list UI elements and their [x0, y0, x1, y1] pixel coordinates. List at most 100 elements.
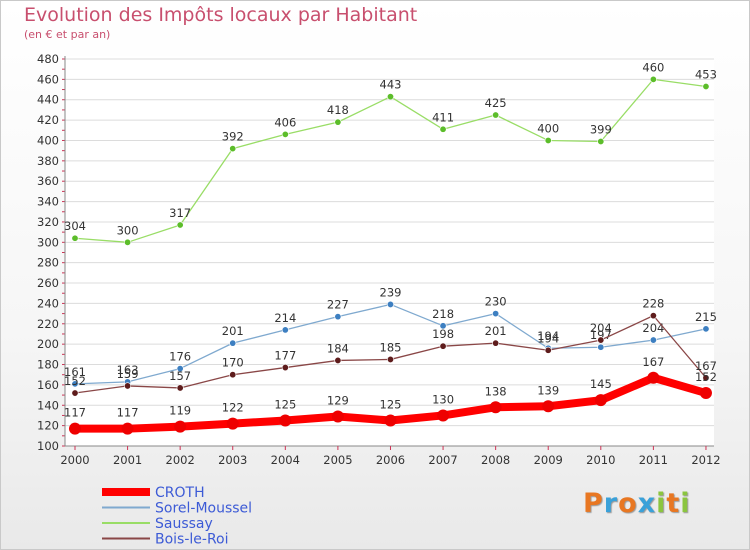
data-label-saussay: 304	[64, 219, 86, 233]
data-point-bois-le-roi	[334, 356, 342, 364]
data-label-saussay: 418	[327, 103, 349, 117]
data-point-sorel-moussel	[334, 313, 342, 321]
y-tick-label: 160	[37, 378, 59, 392]
data-point-saussay	[544, 136, 552, 144]
data-point-saussay	[229, 145, 237, 153]
data-point-bois-le-roi	[597, 336, 605, 344]
data-label-croth: 122	[222, 401, 244, 415]
logo-letter: i	[680, 488, 691, 519]
data-point-bois-le-roi	[229, 371, 237, 379]
data-point-saussay	[386, 93, 394, 101]
data-point-sorel-moussel	[597, 343, 605, 351]
x-tick-label: 2011	[639, 453, 668, 467]
y-tick-label: 260	[37, 276, 59, 290]
data-label-croth: 167	[642, 355, 664, 369]
y-tick-label: 120	[37, 419, 59, 433]
x-tick-label: 2000	[60, 453, 89, 467]
data-label-saussay: 400	[537, 121, 559, 135]
data-point-sorel-moussel	[176, 365, 184, 373]
data-point-croth	[331, 410, 344, 423]
data-label-bois-le-roi: 185	[380, 340, 402, 354]
data-point-croth	[279, 414, 292, 427]
data-label-croth: 125	[380, 398, 402, 412]
data-label-saussay: 300	[117, 223, 139, 237]
data-label-sorel-moussel: 163	[117, 363, 139, 377]
data-point-croth	[384, 414, 397, 427]
data-point-saussay	[702, 82, 710, 90]
data-label-bois-le-roi: 184	[327, 341, 349, 355]
y-tick-label: 380	[37, 154, 59, 168]
data-label-bois-le-roi: 159	[117, 367, 139, 381]
data-point-bois-le-roi	[386, 355, 394, 363]
x-tick-label: 2002	[166, 453, 195, 467]
data-point-croth	[121, 422, 134, 435]
y-tick-label: 400	[37, 133, 59, 147]
x-tick-label: 2009	[534, 453, 563, 467]
x-tick-label: 2007	[428, 453, 457, 467]
y-tick-label: 440	[37, 93, 59, 107]
data-label-saussay: 460	[642, 60, 664, 74]
y-tick-label: 240	[37, 296, 59, 310]
data-label-sorel-moussel: 230	[485, 295, 507, 309]
data-label-sorel-moussel: 227	[327, 298, 349, 312]
data-point-croth	[699, 387, 712, 400]
data-label-bois-le-roi: 170	[222, 356, 244, 370]
data-label-saussay: 453	[695, 67, 717, 81]
data-label-croth: 139	[537, 383, 559, 397]
data-point-saussay	[71, 234, 79, 242]
y-tick-label: 100	[37, 439, 59, 453]
data-label-saussay: 317	[169, 206, 191, 220]
data-label-croth: 125	[274, 398, 296, 412]
data-label-sorel-moussel: 176	[169, 350, 191, 364]
data-point-sorel-moussel	[386, 300, 394, 308]
y-tick-label: 320	[37, 215, 59, 229]
data-point-bois-le-roi	[649, 312, 657, 320]
data-label-croth: 129	[327, 393, 349, 407]
data-point-bois-le-roi	[702, 374, 710, 382]
data-label-croth: 119	[169, 404, 191, 418]
data-point-bois-le-roi	[544, 346, 552, 354]
data-point-sorel-moussel	[649, 336, 657, 344]
plot-area	[65, 56, 714, 446]
data-label-sorel-moussel: 214	[274, 311, 296, 325]
legend-label-sorel-moussel: Sorel-Moussel	[155, 501, 252, 517]
data-label-bois-le-roi: 228	[642, 297, 664, 311]
data-point-sorel-moussel	[229, 339, 237, 347]
y-tick-label: 420	[37, 113, 59, 127]
data-point-croth	[69, 422, 81, 435]
proxiti-logo: Proxiti	[583, 488, 691, 519]
legend-label-saussay: Saussay	[155, 516, 213, 532]
data-label-saussay: 406	[274, 115, 296, 129]
logo-letter: P	[583, 488, 604, 519]
data-label-bois-le-roi: 194	[537, 331, 559, 345]
data-point-sorel-moussel	[702, 325, 710, 333]
data-label-croth: 117	[64, 406, 86, 420]
data-point-bois-le-roi	[124, 382, 132, 390]
x-tick-label: 2003	[218, 453, 247, 467]
data-point-saussay	[334, 118, 342, 126]
data-point-saussay	[649, 75, 657, 83]
data-label-bois-le-roi: 167	[695, 359, 717, 373]
y-tick-label: 480	[37, 52, 59, 66]
data-point-bois-le-roi	[71, 389, 79, 397]
data-label-bois-le-roi: 177	[274, 349, 296, 363]
data-label-saussay: 425	[485, 96, 507, 110]
data-label-sorel-moussel: 161	[64, 365, 86, 379]
logo-letter: t	[666, 488, 681, 519]
data-label-sorel-moussel: 194	[537, 329, 559, 343]
data-label-sorel-moussel: 197	[590, 328, 612, 342]
y-tick-label: 280	[37, 256, 59, 270]
data-label-croth: 130	[432, 392, 454, 406]
data-label-croth: 138	[485, 384, 507, 398]
data-point-bois-le-roi	[492, 339, 500, 347]
x-tick-label: 2008	[481, 453, 510, 467]
y-tick-label: 460	[37, 72, 59, 86]
logo-letter: i	[656, 488, 667, 519]
data-label-bois-le-roi: 201	[485, 324, 507, 338]
data-point-sorel-moussel	[492, 310, 500, 318]
legend-label-croth: CROTH	[155, 485, 205, 501]
data-label-bois-le-roi: 204	[590, 321, 612, 335]
data-point-saussay	[492, 111, 500, 119]
x-tick-label: 2010	[586, 453, 615, 467]
